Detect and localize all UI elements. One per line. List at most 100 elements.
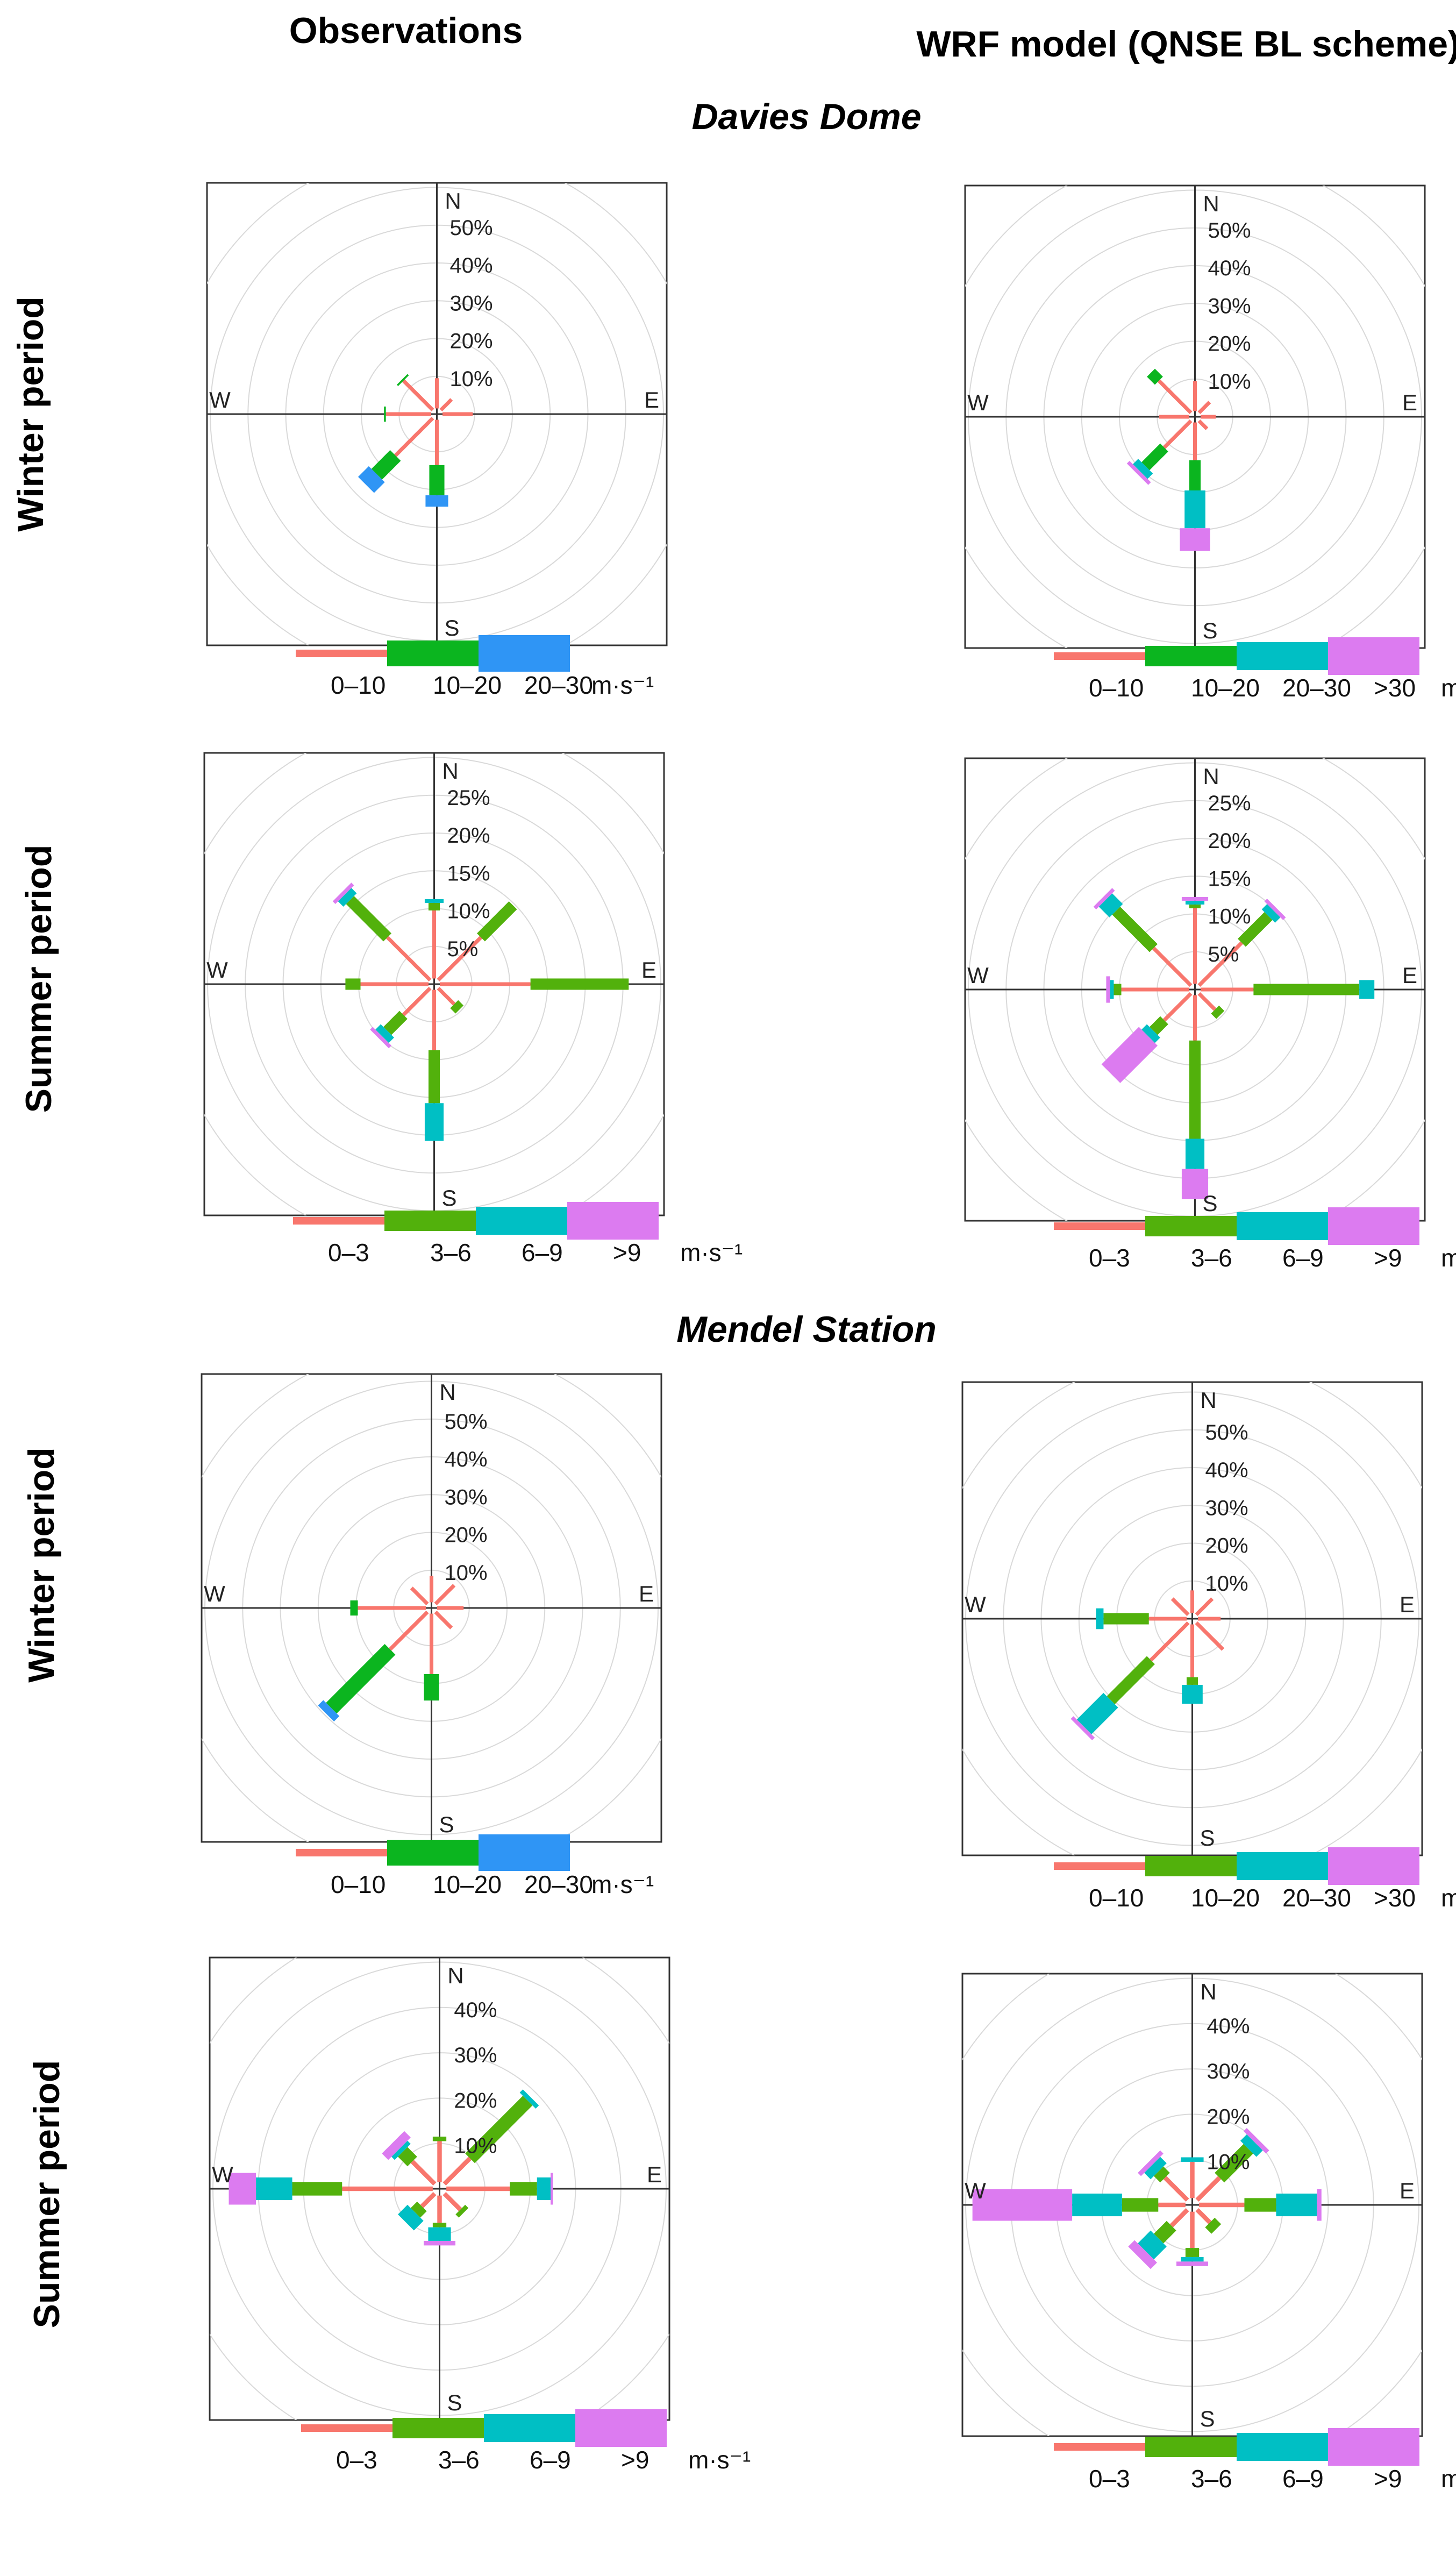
spoke-s [1182,1624,1203,1704]
spoke-segment-sw-3 [1126,460,1151,485]
spoke-segment-w-1 [1122,2198,1159,2212]
legend-unit-label: m·s⁻¹ [1441,1244,1456,1272]
spoke-segment-e-0 [442,412,473,416]
spoke-n [429,1576,434,1603]
spoke-segment-w-3 [1106,976,1110,1003]
legend-swatch-0 [1054,2443,1145,2451]
spoke-segment-nw-2 [1098,893,1123,917]
radial-tick-label: 20% [450,330,493,353]
direction-label-e: E [644,387,659,412]
legend-unit-label: m·s⁻¹ [1441,2465,1456,2493]
direction-label-w: W [965,1592,986,1617]
direction-label-w: W [209,387,231,412]
spoke-segment-s-3 [1181,1169,1209,1199]
radial-tick-label: 5% [1208,943,1239,966]
spoke-segment-w-2 [1072,2193,1122,2217]
spoke-segment-s-1 [1185,2248,1200,2257]
spoke-segment-s-1 [1189,460,1201,490]
legend-bin-label: 0–3 [328,1239,369,1266]
spoke-segment-se-1 [1205,2217,1222,2234]
direction-label-s: S [1202,1191,1217,1216]
spoke-segment-n-1 [1189,904,1201,908]
spoke-se [442,2191,469,2218]
legend-swatch-1 [392,2418,484,2438]
spoke-nw [1093,888,1193,987]
spoke-segment-e-0 [446,2186,510,2191]
spoke-segment-s-2 [424,1103,444,1141]
radial-tick-label: 40% [1208,257,1251,280]
row-title-mendel-winter: Winter period [21,1447,62,1683]
spoke-segment-nw-2 [1144,2157,1167,2180]
spoke-segment-ne-3 [1243,2127,1269,2154]
legend-bin-label: >9 [1374,2465,1402,2493]
spoke-w [229,2173,433,2205]
legend-bin-label: 3–6 [430,1239,472,1266]
spoke-sw [370,986,432,1049]
radial-tick-label: 50% [450,216,493,240]
row-title-davies-winter: Winter period [10,296,51,532]
direction-label-n: N [1203,191,1219,216]
spoke-segment-e-0 [1198,1617,1221,1621]
wind-rose-panel: 10% 20% 30% 40% N E S W 0–3 3–6 6–9 >9 m·s⁻¹ [209,1956,751,2474]
spoke-segment-sw-3 [1070,1716,1095,1741]
spoke-segment-sw-0 [1150,1621,1190,1662]
spoke-segment-w-0 [1121,987,1189,992]
direction-label-s: S [444,615,459,640]
radial-tick-label: 20% [1205,1534,1248,1558]
legend-swatch-1 [1145,1216,1237,1236]
radial-tick-label: 10% [450,367,493,391]
spoke-w [1159,415,1189,419]
spoke-segment-e-0 [440,982,531,986]
spoke-w [345,978,429,990]
radial-tick-label: 10% [1208,370,1251,394]
spoke-segment-e-2 [537,2177,551,2201]
legend-unit-label: m·s⁻¹ [591,671,654,699]
radial-tick-label: 40% [445,1448,488,1471]
spoke-segment-nw-3 [1138,2150,1164,2176]
legend: 0–10 10–20 20–30m·s⁻¹ [296,1834,654,1898]
spoke-segment-s-0 [429,1613,434,1674]
spoke-s [1181,995,1209,1199]
wind-rose-panel: 10% 20% 30% 40% 50% N E S W 0–10 10–20 20–30m·s⁻¹ [206,182,668,699]
wind-rose-panel: 5% 10% 15% 20% 25% N E S W 0–3 3–6 6–9 >9 m·s⁻¹ [964,757,1456,1272]
legend-swatch-2 [484,2414,575,2442]
radial-tick-label: 30% [1208,294,1251,318]
legend-swatch-1 [384,1211,476,1231]
spoke-segment-s-2 [425,495,448,507]
spoke-segment-s-0 [1193,422,1197,460]
spoke-segment-s-0 [432,990,437,1050]
spoke-se [1197,992,1225,1019]
wind-rose-panel: 10% 20% 30% 40% 50% N E S W 0–10 10–20 20–30 >30 m·s-… [961,1381,1456,1912]
spoke-nw [396,374,434,412]
spoke-nw [332,882,432,982]
spoke-segment-nw-1 [1112,907,1158,952]
spoke-s [424,1613,439,1701]
spoke-segment-ne-1 [1237,912,1273,947]
spoke-segment-sw-2 [358,466,385,493]
spoke-segment-sw-0 [1162,992,1193,1022]
row-title-mendel-summer: Summer period [26,2060,67,2329]
spoke-segment-e-3 [1317,2189,1322,2221]
legend-swatch-0 [301,2424,392,2432]
direction-label-e: E [1400,2178,1415,2203]
spoke-segment-w-1 [292,2182,342,2196]
spoke-segment-ne-0 [1195,2176,1222,2202]
spoke-w [1106,976,1189,1003]
spoke-segment-n-0 [432,910,437,979]
spoke-segment-sw-3 [1128,2240,1157,2269]
legend-bin-label: 20–30 [524,671,593,699]
spoke-segment-se-0 [442,2191,462,2211]
radial-tick-label: 30% [1205,1496,1248,1520]
radial-tick-label: 10% [1207,2151,1250,2174]
wind-rose-panel: 10% 20% 30% 40% N E S W 0–3 3–6 6–9 >9 m·s⁻¹ [961,1973,1456,2493]
radial-tick-label: 10% [445,1561,488,1585]
radial-tick-label: 20% [447,824,490,848]
spoke-segment-sw-2 [1133,459,1153,479]
legend-swatch-3 [567,1202,659,1240]
direction-label-n: N [1203,764,1219,789]
radial-tick-label: 50% [445,1410,488,1434]
legend-unit-label: m·s⁻¹ [591,1870,654,1898]
direction-label-w: W [965,2178,986,2203]
spoke-segment-nw-0 [410,1586,429,1606]
spoke-segment-sw-2 [375,1024,394,1043]
